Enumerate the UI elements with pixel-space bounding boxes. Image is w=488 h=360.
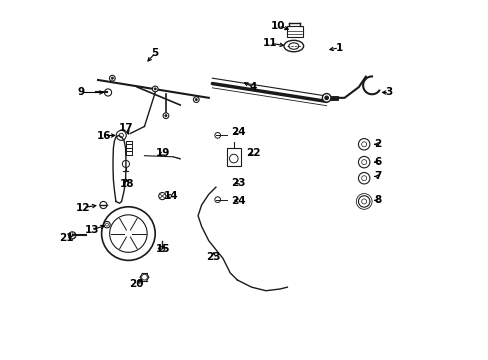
Bar: [286, 26, 302, 37]
Circle shape: [111, 77, 113, 79]
Text: 3: 3: [385, 87, 392, 98]
Circle shape: [163, 113, 168, 118]
Circle shape: [322, 94, 330, 102]
Circle shape: [154, 88, 156, 90]
Circle shape: [164, 114, 166, 117]
Circle shape: [193, 97, 199, 103]
Text: 10: 10: [271, 21, 285, 31]
Text: 22: 22: [245, 148, 260, 158]
Text: 21: 21: [59, 233, 73, 243]
Text: 8: 8: [373, 195, 381, 205]
Text: 18: 18: [119, 179, 134, 189]
Circle shape: [195, 99, 197, 101]
Text: 16: 16: [97, 131, 111, 141]
Text: 13: 13: [84, 225, 99, 235]
Text: 9: 9: [77, 87, 84, 98]
Text: 24: 24: [231, 127, 245, 137]
Text: 12: 12: [76, 203, 90, 212]
Text: 4: 4: [249, 82, 257, 92]
Circle shape: [324, 96, 328, 100]
Bar: [226, 148, 241, 166]
Text: 11: 11: [263, 38, 277, 48]
Text: 19: 19: [156, 148, 170, 158]
Text: 1: 1: [335, 43, 342, 53]
Text: 23: 23: [231, 177, 245, 188]
Text: 7: 7: [373, 171, 381, 181]
Text: 24: 24: [231, 196, 245, 206]
Text: 14: 14: [163, 191, 178, 201]
Text: 2: 2: [373, 139, 381, 149]
Text: 17: 17: [119, 123, 134, 133]
Text: 23: 23: [206, 252, 220, 262]
Text: 15: 15: [156, 244, 170, 253]
Circle shape: [109, 75, 115, 81]
Text: 20: 20: [129, 279, 143, 289]
Text: 5: 5: [151, 48, 159, 58]
Text: 6: 6: [373, 157, 381, 167]
Circle shape: [152, 86, 158, 92]
